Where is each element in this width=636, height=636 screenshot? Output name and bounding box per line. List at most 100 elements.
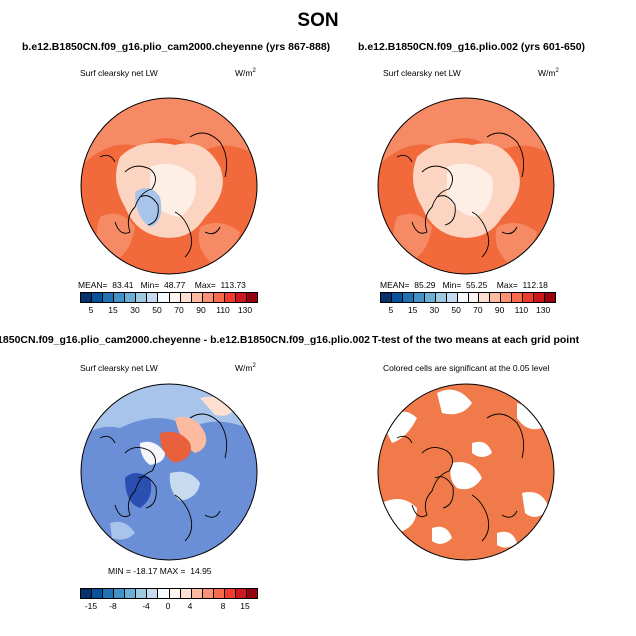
colorbar-swatch bbox=[224, 589, 236, 598]
colorbar-swatch bbox=[81, 293, 93, 302]
panel1-units: W/m2 bbox=[235, 68, 256, 78]
colorbar-swatch bbox=[169, 293, 181, 302]
colorbar-swatch bbox=[479, 293, 491, 302]
panel3-colorbar-ticks: -15 -8 -4 0 4 8 15 bbox=[80, 601, 256, 611]
colorbar-swatch bbox=[468, 293, 480, 302]
colorbar-tick-label: 30 bbox=[429, 305, 440, 315]
panel2-variable: Surf clearsky net LW bbox=[383, 68, 461, 78]
colorbar-swatch bbox=[81, 589, 93, 598]
colorbar-tick-label: 70 bbox=[174, 305, 184, 315]
colorbar-tick-label: 30 bbox=[130, 305, 140, 315]
colorbar-tick-label: 50 bbox=[152, 305, 162, 315]
colorbar-tick-label: -8 bbox=[109, 601, 117, 611]
panel2-title: b.e12.B1850CN.f09_g16.plio.002 (yrs 601-… bbox=[358, 41, 586, 53]
panel3-units: W/m2 bbox=[235, 363, 256, 373]
panel4-title: T-test of the two means at each grid poi… bbox=[372, 334, 580, 346]
colorbar-swatch bbox=[381, 293, 392, 302]
colorbar-swatch bbox=[202, 589, 214, 598]
colorbar-swatch bbox=[446, 293, 458, 302]
colorbar-swatch bbox=[191, 589, 203, 598]
colorbar-swatch bbox=[180, 589, 192, 598]
panel1-mean: 83.41 bbox=[112, 280, 134, 290]
colorbar-swatch bbox=[158, 293, 170, 302]
colorbar-swatch bbox=[125, 589, 137, 598]
figure-title: SON bbox=[297, 10, 339, 31]
panel1-max: 113.73 bbox=[220, 280, 246, 290]
panel2-colorbar-ticks: 5 15 30 50 70 90 110 130 bbox=[380, 305, 554, 315]
panel2-colorbar bbox=[380, 292, 556, 303]
colorbar-swatch bbox=[213, 589, 225, 598]
colorbar-tick-label: 130 bbox=[536, 305, 551, 315]
panel3-title: B1850CN.f09_g16.plio_cam2000.cheyenne - … bbox=[0, 334, 370, 346]
colorbar-tick-label: 15 bbox=[407, 305, 418, 315]
colorbar-tick-label: 5 bbox=[388, 305, 394, 315]
colorbar-swatch bbox=[523, 293, 535, 302]
panel1-max-label: Max= bbox=[194, 280, 216, 290]
colorbar-swatch bbox=[391, 293, 403, 302]
panel1-colorbar-ticks: 5 15 30 50 70 90 110 130 bbox=[80, 305, 256, 315]
colorbar-swatch bbox=[114, 293, 126, 302]
colorbar-swatch bbox=[136, 589, 148, 598]
colorbar-swatch bbox=[235, 293, 247, 302]
panel3-variable: Surf clearsky net LW bbox=[80, 363, 158, 373]
colorbar-swatch bbox=[512, 293, 524, 302]
colorbar-swatch bbox=[169, 589, 181, 598]
colorbar-swatch bbox=[246, 589, 257, 598]
panel2-max-label: Max= bbox=[496, 280, 518, 290]
panel2-min-label: Min= bbox=[442, 280, 462, 290]
colorbar-swatch bbox=[92, 589, 104, 598]
panel2-mean-label: MEAN= bbox=[380, 280, 410, 290]
panel2-mean: 85.29 bbox=[414, 280, 436, 290]
colorbar-swatch bbox=[235, 589, 247, 598]
panel1-stats: MEAN= 83.41 Min= 48.77 Max= 113.73 bbox=[78, 280, 246, 290]
colorbar-swatch bbox=[103, 293, 115, 302]
colorbar-swatch bbox=[501, 293, 513, 302]
colorbar-swatch bbox=[125, 293, 137, 302]
panel2-min: 55.25 bbox=[466, 280, 488, 290]
colorbar-swatch bbox=[490, 293, 502, 302]
colorbar-swatch bbox=[246, 293, 257, 302]
colorbar-swatch bbox=[224, 293, 236, 302]
panel1-title: b.e12.B1850CN.f09_g16.plio_cam2000.cheye… bbox=[22, 41, 331, 53]
colorbar-tick-label: 4 bbox=[187, 601, 193, 611]
colorbar-swatch bbox=[402, 293, 414, 302]
colorbar-tick-label: 50 bbox=[451, 305, 461, 315]
colorbar-swatch bbox=[136, 293, 148, 302]
panel1-mean-label: MEAN= bbox=[78, 280, 108, 290]
panel3-max-label: MAX = bbox=[159, 566, 186, 576]
colorbar-tick-label: 0 bbox=[165, 601, 171, 611]
colorbar-tick-label: 110 bbox=[216, 305, 230, 315]
colorbar-tick-label: 130 bbox=[237, 305, 253, 315]
colorbar-swatch bbox=[457, 293, 469, 302]
panel4-polar-map bbox=[377, 383, 555, 561]
colorbar-swatch bbox=[191, 293, 203, 302]
colorbar-swatch bbox=[213, 293, 225, 302]
colorbar-swatch bbox=[92, 293, 104, 302]
colorbar-tick-label: 90 bbox=[196, 305, 206, 315]
panel1-variable: Surf clearsky net LW bbox=[80, 68, 158, 78]
colorbar-tick-label: 5 bbox=[88, 305, 94, 315]
panel3-max: 14.95 bbox=[190, 566, 212, 576]
panel3-colorbar bbox=[80, 588, 258, 599]
colorbar-tick-label: 90 bbox=[494, 305, 505, 315]
colorbar-swatch bbox=[147, 293, 159, 302]
colorbar-swatch bbox=[435, 293, 447, 302]
colorbar-swatch bbox=[103, 589, 115, 598]
colorbar-tick-label: -15 bbox=[84, 601, 98, 611]
colorbar-swatch bbox=[545, 293, 555, 302]
panel1-min: 48.77 bbox=[164, 280, 186, 290]
colorbar-tick-label: 70 bbox=[473, 305, 483, 315]
colorbar-swatch bbox=[202, 293, 214, 302]
colorbar-tick-label: 110 bbox=[514, 305, 529, 315]
colorbar-swatch bbox=[534, 293, 546, 302]
panel1-polar-map bbox=[80, 97, 258, 275]
colorbar-swatch bbox=[424, 293, 436, 302]
panel1-colorbar bbox=[80, 292, 258, 303]
colorbar-swatch bbox=[158, 589, 170, 598]
panel2-max: 112.18 bbox=[522, 280, 548, 290]
colorbar-swatch bbox=[147, 589, 159, 598]
colorbar-swatch bbox=[114, 589, 126, 598]
panel3-polar-map bbox=[80, 383, 258, 561]
panel4-note: Colored cells are significant at the 0.0… bbox=[383, 363, 550, 373]
panel2-polar-map bbox=[377, 97, 555, 275]
